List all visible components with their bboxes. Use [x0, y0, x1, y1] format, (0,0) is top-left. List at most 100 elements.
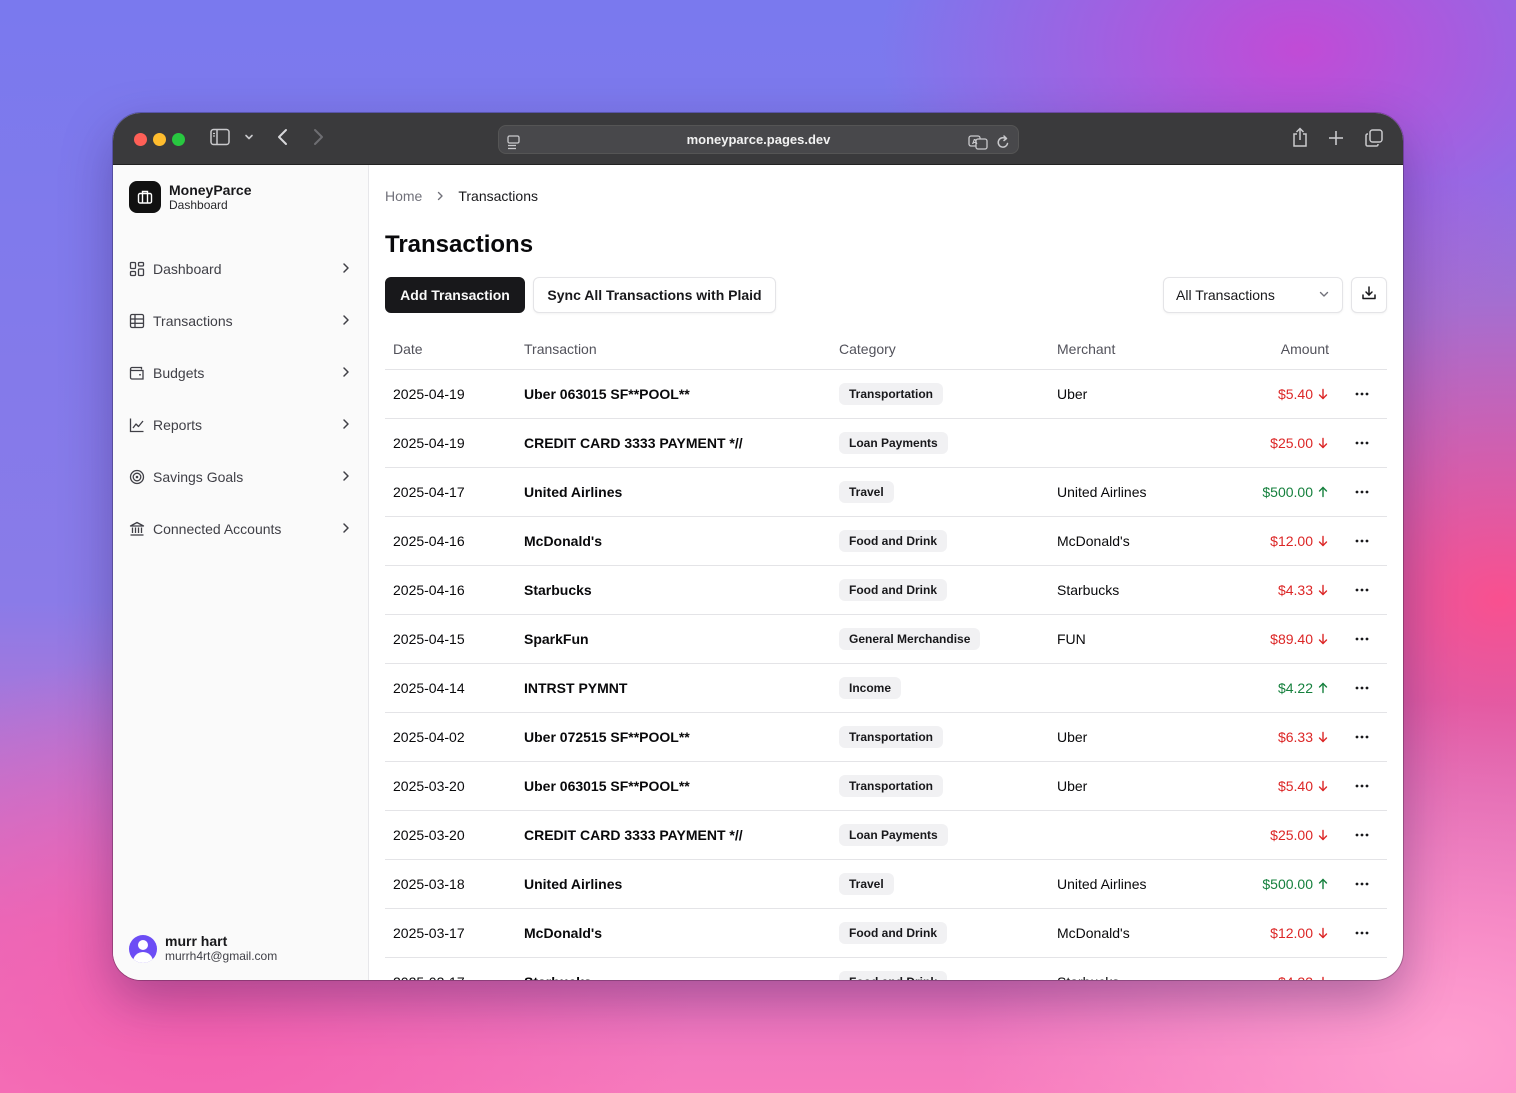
category-badge: Food and Drink: [839, 921, 947, 944]
cell-date: 2025-03-20: [385, 761, 516, 811]
briefcase-icon: [129, 181, 161, 213]
more-options-icon[interactable]: [1345, 784, 1379, 788]
add-transaction-button[interactable]: Add Transaction: [385, 277, 525, 313]
table-row[interactable]: 2025-04-02 Uber 072515 SF**POOL** Transpor…: [385, 712, 1387, 762]
cell-date: 2025-04-15: [385, 614, 516, 664]
user-email: murrh4rt@gmail.com: [165, 949, 278, 963]
cell-actions: [1337, 467, 1387, 517]
table-header-row: Date Transaction Category Merchant Amoun…: [385, 329, 1387, 370]
cell-amount: $5.40: [1222, 761, 1337, 811]
forward-icon[interactable]: [311, 128, 325, 146]
new-tab-icon[interactable]: [1328, 130, 1344, 146]
more-options-icon[interactable]: [1345, 833, 1379, 837]
transaction-filter-select[interactable]: All Transactions: [1163, 277, 1343, 313]
sidebar-item-savings-goals[interactable]: Savings Goals: [121, 451, 361, 503]
sidebar-item-label: Budgets: [153, 365, 205, 381]
more-options-icon[interactable]: [1345, 392, 1379, 396]
back-icon[interactable]: [276, 128, 290, 146]
main-content: Home Transactions Transactions Add Trans…: [369, 165, 1403, 980]
maximize-window-button[interactable]: [172, 133, 185, 146]
column-header-transaction[interactable]: Transaction: [516, 329, 831, 370]
table-row[interactable]: 2025-03-20 Uber 063015 SF**POOL** Transpor…: [385, 761, 1387, 811]
sidebar-item-connected-accounts[interactable]: Connected Accounts: [121, 503, 361, 555]
tab-overview-icon[interactable]: [1365, 129, 1383, 147]
table-row[interactable]: 2025-03-18 United Airlines Travel United Ai…: [385, 859, 1387, 909]
column-header-date[interactable]: Date: [385, 329, 516, 370]
sidebar-item-budgets[interactable]: Budgets: [121, 347, 361, 399]
cell-merchant: FUN: [1049, 614, 1222, 664]
table-row[interactable]: 2025-04-16 Starbucks Food and Drink Starbuc…: [385, 565, 1387, 615]
cell-transaction: INTRST PYMNT: [516, 663, 831, 713]
table-row[interactable]: 2025-04-19 CREDIT CARD 3333 PAYMENT *// Lo…: [385, 418, 1387, 468]
svg-text:A: A: [972, 138, 978, 146]
cell-category: Food and Drink: [831, 908, 1049, 958]
user-profile[interactable]: murr hart murrh4rt@gmail.com: [129, 933, 277, 964]
chevron-down-icon: [1318, 287, 1330, 303]
table-body: 2025-04-19 Uber 063015 SF**POOL** Transpor…: [385, 369, 1387, 980]
sidebar-item-dashboard[interactable]: Dashboard: [121, 243, 361, 295]
column-header-merchant[interactable]: Merchant: [1049, 329, 1222, 370]
cell-transaction: McDonald's: [516, 516, 831, 566]
cell-date: 2025-04-14: [385, 663, 516, 713]
column-header-category[interactable]: Category: [831, 329, 1049, 370]
cell-category: General Merchandise: [831, 614, 1049, 664]
cell-category: Food and Drink: [831, 957, 1049, 980]
table-row[interactable]: 2025-04-19 Uber 063015 SF**POOL** Transpor…: [385, 369, 1387, 419]
cell-category: Transportation: [831, 369, 1049, 419]
translate-icon[interactable]: A: [968, 132, 988, 159]
more-options-icon[interactable]: [1345, 931, 1379, 935]
sidebar-item-reports[interactable]: Reports: [121, 399, 361, 451]
amount-value: $12.00: [1270, 532, 1313, 549]
sidebar-toggle-icon[interactable]: [210, 128, 230, 146]
arrow-down-icon: [1317, 388, 1329, 400]
cell-merchant: United Airlines: [1049, 859, 1222, 909]
cell-actions: [1337, 712, 1387, 762]
close-window-button[interactable]: [134, 133, 147, 146]
minimize-window-button[interactable]: [153, 133, 166, 146]
cell-actions: [1337, 810, 1387, 860]
download-button[interactable]: [1351, 277, 1387, 313]
cell-transaction: Starbucks: [516, 565, 831, 615]
table-row[interactable]: 2025-04-14 INTRST PYMNT Income $4.22: [385, 663, 1387, 713]
more-options-icon[interactable]: [1345, 980, 1379, 981]
table-row[interactable]: 2025-04-16 McDonald's Food and Drink McDona…: [385, 516, 1387, 566]
share-icon[interactable]: [1292, 127, 1308, 148]
cell-category: Food and Drink: [831, 565, 1049, 615]
cell-date: 2025-03-20: [385, 810, 516, 860]
brand[interactable]: MoneyParce Dashboard: [129, 181, 251, 213]
more-options-icon[interactable]: [1345, 882, 1379, 886]
sidebar-item-transactions[interactable]: Transactions: [121, 295, 361, 347]
breadcrumb-home[interactable]: Home: [385, 188, 423, 204]
cell-merchant: [1049, 663, 1222, 713]
sync-plaid-button[interactable]: Sync All Transactions with Plaid: [533, 277, 776, 313]
address-bar[interactable]: moneyparce.pages.dev A: [498, 125, 1019, 154]
more-options-icon[interactable]: [1345, 441, 1379, 445]
page-menu-icon[interactable]: [507, 132, 521, 159]
cell-amount: $4.33: [1222, 957, 1337, 980]
reload-icon[interactable]: [996, 132, 1010, 159]
more-options-icon[interactable]: [1345, 686, 1379, 690]
more-options-icon[interactable]: [1345, 490, 1379, 494]
more-options-icon[interactable]: [1345, 539, 1379, 543]
cell-transaction: Uber 063015 SF**POOL**: [516, 761, 831, 811]
chevron-down-icon[interactable]: [244, 132, 254, 142]
cell-merchant: United Airlines: [1049, 467, 1222, 517]
table-row[interactable]: 2025-03-20 CREDIT CARD 3333 PAYMENT *// Lo…: [385, 810, 1387, 860]
table-row[interactable]: 2025-04-15 SparkFun General Merchandise FUN…: [385, 614, 1387, 664]
cell-date: 2025-04-02: [385, 712, 516, 762]
more-options-icon[interactable]: [1345, 637, 1379, 641]
column-header-actions: [1337, 329, 1387, 370]
more-options-icon[interactable]: [1345, 588, 1379, 592]
cell-amount: $500.00: [1222, 467, 1337, 517]
cell-transaction: United Airlines: [516, 859, 831, 909]
table-row[interactable]: 2025-04-17 United Airlines Travel United Ai…: [385, 467, 1387, 517]
more-options-icon[interactable]: [1345, 735, 1379, 739]
amount-value: $4.33: [1277, 581, 1313, 598]
column-header-amount[interactable]: Amount: [1222, 329, 1337, 370]
table-row[interactable]: 2025-03-17StarbucksFood and DrinkStarbuc…: [385, 957, 1387, 980]
cell-date: 2025-04-16: [385, 565, 516, 615]
arrow-down-icon: [1317, 437, 1329, 449]
table-row[interactable]: 2025-03-17 McDonald's Food and Drink McDona…: [385, 908, 1387, 958]
cell-transaction: Starbucks: [516, 957, 831, 980]
amount-value: $12.00: [1270, 924, 1313, 941]
